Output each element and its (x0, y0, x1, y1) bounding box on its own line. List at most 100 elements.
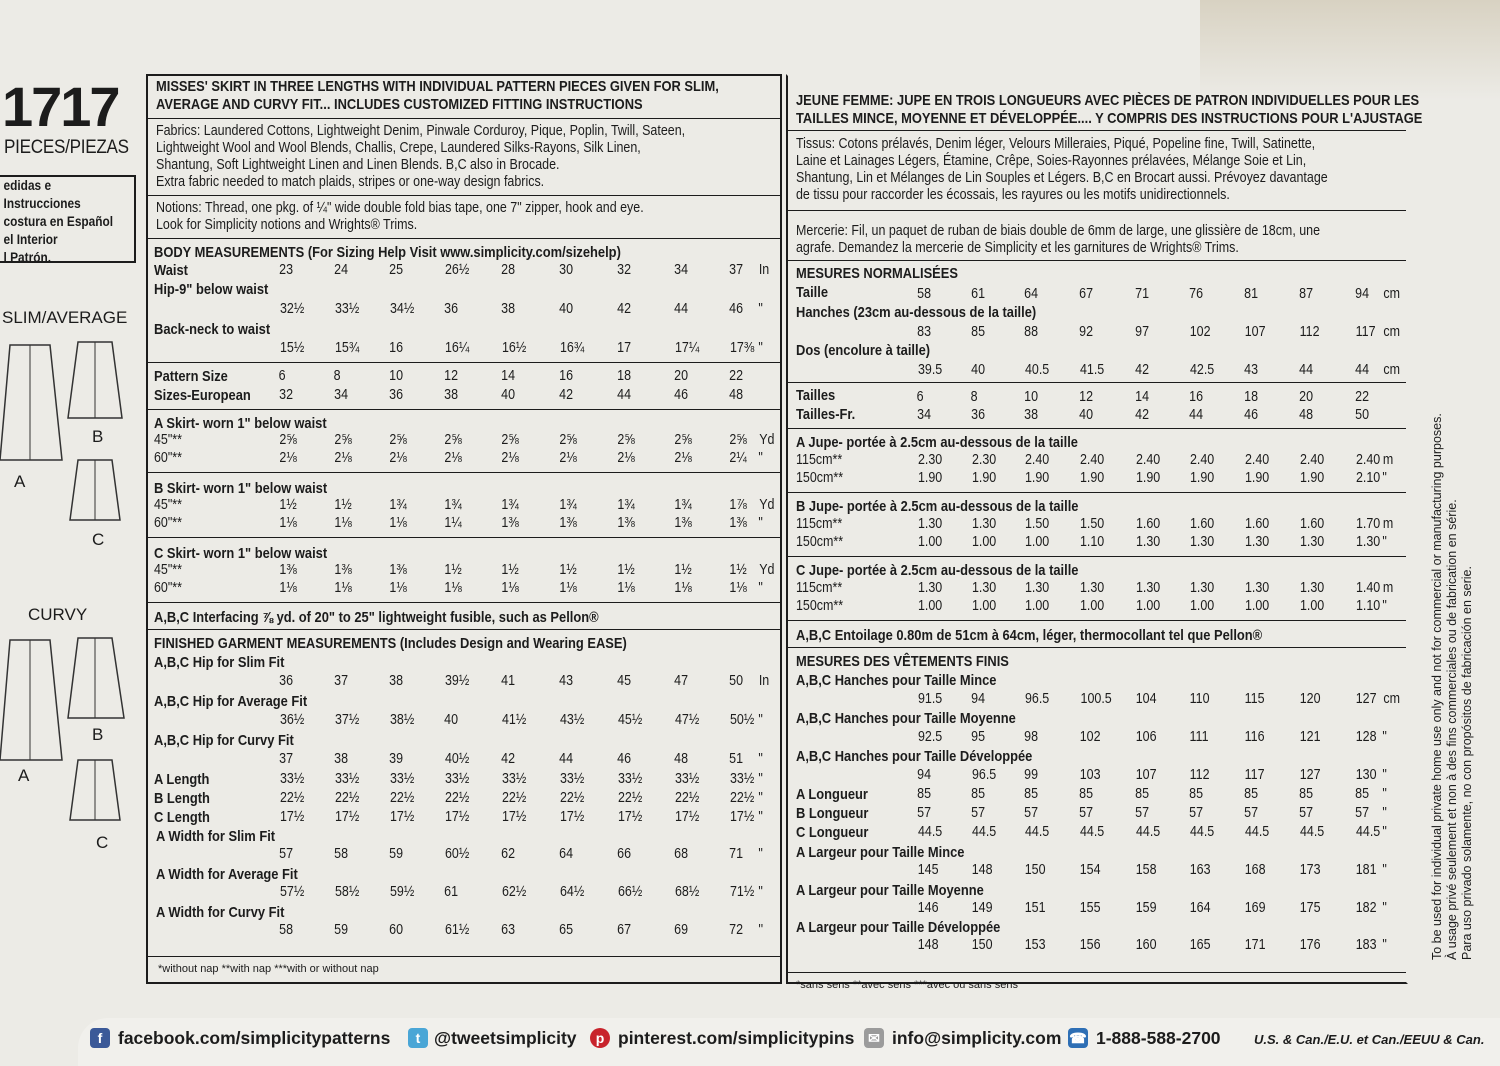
usage-line: À usage privé seulement et non à des fin… (1445, 499, 1459, 960)
table-cell: 1.00 (1079, 598, 1105, 614)
table-cell: " (1382, 805, 1387, 821)
table-cell: 44 (1299, 362, 1314, 378)
table-cell: " (758, 771, 763, 787)
table-cell: 92 (1079, 324, 1094, 340)
table-cell: 1.30 (1244, 580, 1270, 596)
table-cell: 148 (971, 862, 993, 878)
email-link[interactable]: info@simplicity.com (892, 1028, 1062, 1048)
table-cell: 50 (1355, 407, 1370, 423)
table-cell: 94 (917, 767, 932, 783)
table-row: 146 149 151 155 159 164 169 175 182 " (788, 900, 1406, 918)
title-line: MISSES' SKIRT IN THREE LENGTHS WITH INDI… (156, 78, 719, 95)
table-row: 83 85 88 92 97 102 107 112 117 cm (788, 324, 1406, 342)
table-cell: 37 (729, 262, 744, 278)
notions-line: Notions: Thread, one pkg. of ¼" wide dou… (156, 200, 644, 216)
table-cell: 1.30 (1135, 534, 1161, 550)
row-label: A Largeur pour Taille Mince (796, 844, 965, 861)
table-cell: 59 (389, 846, 404, 862)
table-row: 145 148 150 154 158 163 168 173 181 " (788, 862, 1406, 880)
row-label: B Longueur (796, 805, 869, 822)
table-cell: cm (1383, 324, 1400, 340)
table-cell: 1.30 (1079, 580, 1105, 596)
table-cell: 22½ (334, 790, 360, 806)
table-cell: 116 (1244, 729, 1265, 745)
table-cell: 1½ (729, 562, 747, 578)
table-cell: " (758, 790, 763, 806)
table-cell: 173 (1299, 862, 1321, 878)
table-cell: 38 (501, 301, 516, 317)
table-cell: 39½ (444, 673, 470, 689)
table-cell: 16 (1189, 389, 1204, 405)
table-cell: 64 (559, 846, 574, 862)
table-cell: 57 (1244, 805, 1259, 821)
table-cell: 1⅜ (389, 562, 407, 578)
table-cell: 1¾ (617, 497, 635, 513)
table-cell: " (1382, 900, 1387, 916)
row-label: A Longueur (796, 786, 868, 803)
pinterest-icon: p (590, 1028, 610, 1048)
table-row: 36 37 38 39½ 41 43 45 47 50 In (148, 673, 780, 691)
table-cell: 17⅜ (729, 340, 755, 356)
table-cell: 1⅛ (334, 580, 352, 596)
table-cell: 37½ (334, 712, 360, 728)
title-line: AVERAGE AND CURVY FIT... INCLUDES CUSTOM… (156, 96, 643, 113)
table-cell: 121 (1299, 729, 1321, 745)
twitter-link[interactable]: @tweetsimplicity (434, 1028, 577, 1048)
table-row: 1.30 1.30 1.50 1.50 1.60 1.60 1.60 1.60 1.70 m (788, 516, 1406, 534)
table-cell: 22½ (389, 790, 415, 806)
table-cell: 1½ (617, 562, 635, 578)
table-cell: 40.5 (1024, 362, 1050, 378)
table-cell: 58½ (334, 884, 360, 900)
table-cell: 8 (333, 368, 341, 384)
row-label: B Skirt- worn 1" below waist (154, 480, 328, 497)
table-cell: 58 (279, 922, 294, 938)
table-row: 2.30 2.30 2.40 2.40 2.40 2.40 2.40 2.40 2.40 m (788, 452, 1406, 470)
table-cell: 22½ (729, 790, 755, 806)
table-cell: cm (1383, 362, 1400, 378)
table-cell: 15¾ (334, 340, 360, 356)
table-row: 23 24 25 26½ 28 30 32 34 37 In (148, 262, 780, 280)
table-row: 1.30 1.30 1.30 1.30 1.30 1.30 1.30 1.30 1.40 m (788, 580, 1406, 598)
table-row: 57½ 58½ 59½ 61 62½ 64½ 66½ 68½ 71½ " (148, 884, 780, 902)
table-cell: 44 (1355, 362, 1370, 378)
pinterest-link[interactable]: pinterest.com/simplicitypins (618, 1028, 855, 1048)
table-cell: 64 (1024, 286, 1039, 302)
table-row: 6 8 10 12 14 16 18 20 22 (148, 368, 780, 386)
table-cell: 17½ (279, 809, 305, 825)
table-cell: 40 (501, 387, 516, 403)
table-cell: 1.30 (971, 580, 997, 596)
table-cell: 69 (674, 922, 689, 938)
table-cell: 20 (1299, 389, 1314, 405)
table-cell: 1.90 (917, 470, 943, 486)
table-cell: 181 (1355, 862, 1377, 878)
table-cell: 1⅛ (501, 580, 519, 596)
table-cell: " (758, 846, 763, 862)
table-cell: " (1382, 824, 1387, 840)
table-cell: 1.00 (971, 534, 997, 550)
table-cell: 40 (444, 712, 459, 728)
table-cell: 1.60 (1299, 516, 1325, 532)
facebook-link[interactable]: facebook.com/simplicitypatterns (118, 1028, 391, 1048)
row-label: A Width for Average Fit (156, 866, 298, 883)
row-label: A,B,C Hip for Curvy Fit (154, 732, 294, 749)
table-cell: 2¼ (729, 450, 747, 466)
table-cell: 33½ (389, 771, 415, 787)
title-line: TAILLES MINCE, MOYENNE ET DÉVELOPPÉE....… (796, 110, 1423, 127)
table-row: 15½ 15¾ 16 16¼ 16½ 16¾ 17 17¼ 17⅜ " (148, 340, 780, 358)
table-cell: 1.10 (1079, 534, 1105, 550)
row-label: 45"** (154, 562, 183, 578)
facebook-icon: f (90, 1028, 110, 1048)
footnote: *without nap **with nap ***with or witho… (158, 963, 379, 975)
table-cell: 60½ (444, 846, 470, 862)
table-cell: 22½ (559, 790, 585, 806)
table-cell: 85 (1024, 786, 1039, 802)
table-cell: 10 (1024, 389, 1039, 405)
table-cell: 38 (389, 673, 404, 689)
table-cell: 22½ (501, 790, 527, 806)
pieces-label: PIECES/PIEZAS (4, 137, 129, 158)
table-cell: 14 (501, 368, 516, 384)
table-cell: 88 (1024, 324, 1039, 340)
table-cell: 145 (917, 862, 939, 878)
table-cell: 1.90 (971, 470, 997, 486)
table-cell: 96.5 (971, 767, 997, 783)
